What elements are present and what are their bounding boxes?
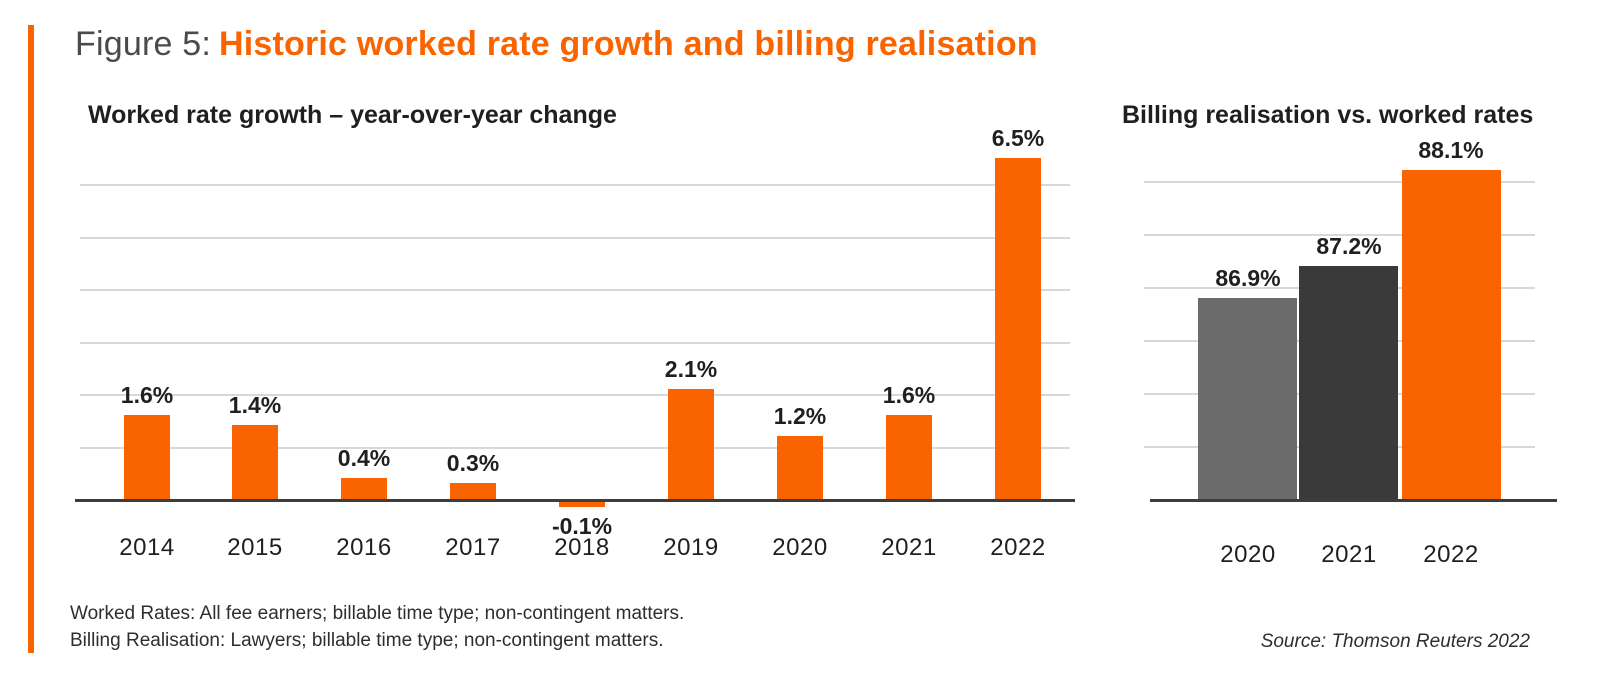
x-axis-label: 2020 [772, 534, 828, 561]
bar-2021 [1299, 266, 1398, 499]
bar-2022 [1402, 170, 1501, 499]
bar-2022 [995, 158, 1041, 499]
bar-2020 [777, 436, 823, 499]
x-axis-label: 2021 [881, 534, 937, 561]
chart-title-worked-rate-growth: Worked rate growth – year-over-year chan… [88, 101, 617, 129]
page-title: Figure 5: Historic worked rate growth and… [75, 24, 1038, 64]
footnotes: Worked Rates: All fee earners; billable … [70, 601, 684, 654]
figure-number-label: Figure 5: [75, 25, 211, 63]
x-axis-line [75, 499, 1075, 502]
bar-value-label: 86.9% [1215, 265, 1281, 291]
bar-2016 [341, 478, 387, 499]
bar-value-label: 1.4% [228, 392, 282, 418]
gridline [80, 394, 1070, 396]
figure-title-text: Historic worked rate growth and billing … [218, 25, 1038, 63]
x-axis-label: 2022 [990, 534, 1046, 561]
gridline [1144, 181, 1535, 183]
bar-2019 [668, 389, 714, 499]
bar-value-label: 1.6% [882, 382, 936, 408]
x-axis-label: 2015 [227, 534, 283, 561]
x-axis-label: 2016 [336, 534, 392, 561]
gridline [1144, 234, 1535, 236]
gridline [80, 184, 1070, 186]
accent-rule [28, 25, 34, 653]
x-axis-label: 2022 [1423, 541, 1479, 568]
source-note: Source: Thomson Reuters 2022 [1260, 631, 1530, 652]
bar-value-label: 2.1% [664, 356, 718, 382]
bar-value-label: 1.2% [773, 403, 827, 429]
bar-value-label: 88.1% [1418, 137, 1484, 163]
chart-title-billing-realisation: Billing realisation vs. worked rates [1122, 101, 1534, 129]
x-axis-label: 2019 [663, 534, 719, 561]
bar-2015 [232, 425, 278, 499]
x-axis-label: 2017 [445, 534, 501, 561]
footnote-worked-rates: Worked Rates: All fee earners; billable … [70, 603, 685, 624]
x-axis-label: 2020 [1220, 541, 1276, 568]
bar-value-label: 87.2% [1316, 233, 1382, 259]
x-axis-label: 2021 [1321, 541, 1377, 568]
bar-2018 [559, 501, 605, 507]
bar-value-label: 0.3% [446, 450, 500, 476]
footnote-billing-realisation: Billing Realisation: Lawyers; billable t… [70, 629, 664, 651]
bar-value-label: 6.5% [991, 125, 1045, 151]
bar-value-label: -0.1% [551, 513, 613, 539]
bar-2020 [1198, 298, 1297, 499]
bar-2021 [886, 415, 932, 499]
gridline [80, 237, 1070, 239]
bar-2014 [124, 415, 170, 499]
bar-value-label: 0.4% [337, 445, 391, 471]
gridline [80, 289, 1070, 291]
gridline [80, 447, 1070, 449]
x-axis-label: 2014 [119, 534, 175, 561]
gridline [80, 342, 1070, 344]
x-axis-line [1150, 499, 1557, 502]
bar-2017 [450, 483, 496, 499]
bar-value-label: 1.6% [120, 382, 174, 408]
x-axis-label: 2018 [554, 534, 610, 561]
